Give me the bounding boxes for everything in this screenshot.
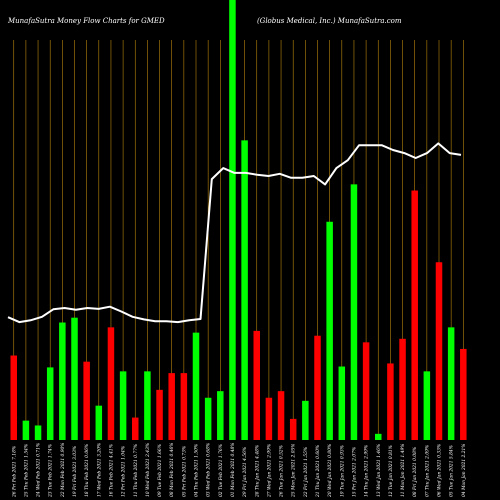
x-tick-label: 08 Mon Feb 2021 0.46% xyxy=(170,443,175,497)
x-tick-labels: 26 Fri Feb 2021 7.18% 25 Thu Feb 2021 1.5… xyxy=(12,443,467,498)
x-tick-label: 11 Mon Jan 2021 1.49% xyxy=(401,444,406,497)
money-flow-bar xyxy=(314,335,321,440)
x-tick-label: 14 Thu Jan 2021 2.99% xyxy=(365,445,370,497)
money-flow-bar xyxy=(447,327,455,440)
x-tick-label: 07 Thu Jan 2021 2.09% xyxy=(425,445,430,497)
x-tick-label: 23 Tue Feb 2021 1.74% xyxy=(49,444,54,498)
money-flow-bar xyxy=(387,363,394,440)
x-tick-label: 20 Wed Jan 2021 0.80% xyxy=(328,444,333,498)
x-tick-label: 25 Thu Feb 2021 1.54% xyxy=(24,444,29,498)
chart-title-left: MunafaSutra Money Flow Charts for GMED xyxy=(7,17,165,25)
money-flow-bar xyxy=(59,322,66,440)
money-flow-bar xyxy=(265,397,273,440)
money-flow-line xyxy=(7,142,462,324)
x-tick-label: 10 Wed Feb 2021 2.43% xyxy=(146,443,151,497)
money-flow-bars xyxy=(10,0,467,441)
money-flow-bar xyxy=(204,397,212,440)
x-tick-label: 08 Fri Jan 2021 0.08% xyxy=(413,447,418,497)
money-flow-bar xyxy=(132,417,139,440)
x-tick-label: 22 Fri Jan 2021 1.55% xyxy=(304,447,309,498)
x-tick-label: 01 Mon Feb 2021 0.48% xyxy=(231,443,236,497)
x-tick-label: 03 Wed Feb 2021 0.68% xyxy=(207,443,212,497)
money-flow-bar xyxy=(326,221,333,440)
x-tick-label: 24 Wed Feb 2021 0.71% xyxy=(37,443,42,498)
money-flow-bar xyxy=(411,190,418,440)
money-flow-bar xyxy=(229,0,236,440)
money-flow-bar xyxy=(107,327,115,440)
money-flow-bar xyxy=(119,371,127,440)
money-flow-bar xyxy=(156,389,163,440)
x-tick-label: 21 Thu Jan 2021 0.60% xyxy=(316,445,321,498)
money-flow-bar xyxy=(192,332,200,440)
x-tick-label: 25 Mon Jan 2021 2.05% xyxy=(292,444,297,498)
x-tick-label: 04 Mon Jan 2021 2.21% xyxy=(462,444,467,497)
x-tick-label: 16 Tue Feb 2021 4.41% xyxy=(109,444,114,497)
money-flow-bar xyxy=(289,418,297,440)
money-flow-bar xyxy=(277,391,285,440)
money-flow-bar xyxy=(46,367,54,440)
money-flow-bar xyxy=(168,373,175,440)
x-tick-label: 15 Fri Jan 2021 2.07% xyxy=(352,447,357,497)
money-flow-bar xyxy=(22,420,30,440)
x-tick-label: 04 Thu Feb 2021 1.50% xyxy=(195,444,200,497)
x-tick-label: 26 Fri Feb 2021 7.18% xyxy=(12,446,17,498)
money-flow-bar xyxy=(217,391,224,440)
x-tick-label: 09 Tue Feb 2021 1.66% xyxy=(158,444,163,497)
money-flow-bar xyxy=(338,366,346,440)
x-tick-label: 13 Wed Jan 2021 1.46% xyxy=(377,444,382,497)
money-flow-bar xyxy=(302,400,309,440)
money-flow-bar xyxy=(95,405,103,440)
x-tick-label: 22 Mon Feb 2021 0.90% xyxy=(61,443,66,498)
money-flow-bar xyxy=(253,330,260,440)
money-flow-bar xyxy=(362,342,370,440)
money-flow-bar xyxy=(435,262,443,440)
x-tick-label: 06 Wed Jan 2021 0.33% xyxy=(438,444,443,497)
money-flow-bar xyxy=(375,433,382,440)
money-flow-bar xyxy=(180,373,188,440)
money-flow-bar xyxy=(144,371,151,440)
x-tick-label: 28 Thu Jan 2021 4.48% xyxy=(255,445,260,498)
x-tick-label: 19 Tue Jan 2021 0.93% xyxy=(340,445,345,497)
x-tick-label: 17 Wed Feb 2021 3.20% xyxy=(97,443,102,497)
x-tick-label: 27 Wed Jan 2021 2.99% xyxy=(267,444,272,498)
chart-title-right: (Globus Medical, Inc.) MunafaSutra.com xyxy=(257,17,402,25)
x-tick-label: 11 Thu Feb 2021 0.77% xyxy=(134,444,139,497)
money-flow-bar xyxy=(10,355,17,440)
x-tick-label: 05 Fri Feb 2021 0.73% xyxy=(182,446,187,497)
money-flow-bar xyxy=(399,338,406,440)
x-tick-label: 12 Fri Feb 2021 1.04% xyxy=(122,446,127,497)
money-flow-bar xyxy=(83,361,90,440)
x-tick-label: 18 Thu Feb 2021 0.06% xyxy=(85,444,90,497)
x-tick-label: 29 Fri Jan 2021 4.56% xyxy=(243,447,248,498)
x-tick-label: 26 Tue Jan 2021 0.52% xyxy=(280,445,285,498)
money-flow-bar xyxy=(350,184,358,440)
money-flow-bar xyxy=(34,425,42,440)
x-tick-label: 02 Tue Feb 2021 1.76% xyxy=(219,444,224,497)
money-flow-bar xyxy=(460,348,467,440)
money-flow-bar xyxy=(241,140,248,441)
x-tick-label: 12 Tue Jan 2021 0.81% xyxy=(389,445,394,497)
money-flow-bar xyxy=(71,317,78,440)
x-tick-label: 19 Fri Feb 2021 3.03% xyxy=(73,446,78,497)
x-tick-label: 05 Tue Jan 2021 5.84% xyxy=(450,445,455,497)
money-flow-bar xyxy=(423,371,431,440)
